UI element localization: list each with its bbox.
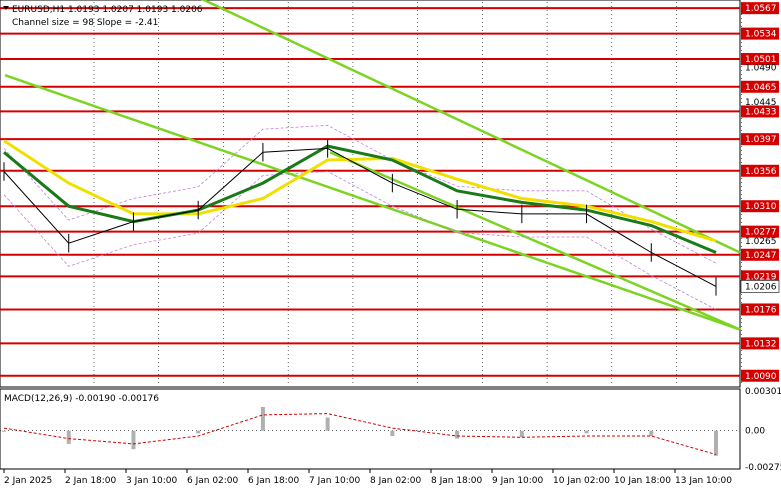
macd-bar (66, 430, 71, 444)
x-label: 6 Jan 02:00 (187, 476, 239, 486)
macd-bar (519, 430, 524, 438)
bollinger-upper (3, 124, 717, 264)
symbol-info: EURUSD,H1 1.0193 1.0207 1.0193 1.0206 (12, 5, 203, 15)
macd-tick: 0.00 (745, 427, 765, 437)
macd-panel (0, 388, 741, 470)
level-tag (741, 200, 779, 213)
level-tag (741, 337, 779, 350)
current-price-label: 1.0206 (745, 282, 777, 292)
macd-bar (584, 430, 589, 434)
channel-info: Channel size = 98 Slope = -2.41 (12, 18, 158, 28)
level-label: 1.0132 (745, 339, 777, 349)
x-label: 7 Jan 10:00 (309, 476, 361, 486)
macd-bar (390, 430, 395, 436)
macd-bar (714, 430, 718, 456)
current-price-tag (740, 280, 780, 293)
macd-axis: 0.00301 0.00 -0.00275 (745, 387, 781, 473)
level-label: 1.0433 (745, 107, 777, 117)
price-line (3, 147, 717, 287)
bollinger-lower (3, 171, 717, 310)
channel-middle (4, 74, 741, 331)
macd-bar (455, 430, 460, 439)
level-tag (741, 225, 779, 238)
level-label: 1.0090 (745, 372, 777, 382)
level-tag (741, 270, 779, 283)
level-label: 1.0310 (745, 202, 777, 212)
ma-slow-line (3, 139, 717, 243)
level-tag (741, 53, 779, 66)
level-tag (741, 133, 779, 146)
price-tick: 1.0490 (745, 64, 777, 74)
level-tag (741, 369, 779, 382)
x-label: 2 Jan 2025 (4, 476, 52, 486)
channel-upper (201, 0, 741, 254)
level-label: 1.0356 (745, 167, 777, 177)
x-label: 8 Jan 18:00 (431, 476, 483, 486)
level-tag (741, 105, 779, 118)
level-label: 1.0176 (745, 305, 777, 315)
time-axis: 2 Jan 2025 2 Jan 18:00 3 Jan 10:00 6 Jan 02… (3, 469, 732, 486)
level-tag (741, 248, 779, 261)
channel-lower (329, 151, 741, 331)
level-label: 1.0277 (745, 228, 777, 238)
level-label: 1.0501 (745, 55, 777, 65)
dropdown-triangle-icon[interactable] (3, 6, 9, 10)
macd-tick: 0.00301 (745, 387, 781, 397)
level-label: 1.0219 (745, 272, 777, 282)
price-tick: 1.0445 (745, 98, 777, 108)
level-label: 1.0397 (745, 135, 777, 145)
x-label: 13 Jan 10:00 (675, 476, 732, 486)
macd-bar (196, 430, 201, 434)
x-label: 6 Jan 18:00 (248, 476, 300, 486)
level-tag (741, 303, 779, 316)
macd-label: MACD(12,26,9) -0.00190 -0.00176 (4, 394, 159, 404)
level-label: 1.0247 (745, 251, 777, 261)
price-tick: 1.0265 (745, 237, 777, 247)
price-channel (4, 0, 741, 331)
x-label: 2 Jan 18:00 (65, 476, 117, 486)
ma-fast-line (3, 144, 717, 254)
x-label: 8 Jan 02:00 (370, 476, 422, 486)
level-tag (741, 164, 779, 177)
level-label: 1.0567 (745, 4, 777, 14)
macd-bar (325, 417, 330, 431)
bollinger-bands (3, 124, 717, 310)
x-label: 3 Jan 10:00 (126, 476, 178, 486)
level-label: 1.0534 (745, 30, 777, 40)
x-label: 10 Jan 02:00 (553, 476, 610, 486)
macd-bar (2, 430, 6, 432)
price-bars (3, 139, 717, 296)
price-axis: 1.0567 1.0534 1.0501 1.0465 1.0433 1.0397 1.03… (740, 2, 780, 382)
level-tag (741, 80, 779, 93)
macd-bar (260, 406, 265, 431)
macd-bar (131, 430, 136, 450)
x-label: 9 Jan 10:00 (492, 476, 544, 486)
macd-tick: -0.00275 (745, 463, 781, 473)
level-label: 1.0465 (745, 83, 777, 93)
x-label: 10 Jan 18:00 (614, 476, 671, 486)
level-tag (741, 27, 779, 40)
macd-bar (649, 430, 654, 436)
macd-signal-line (3, 413, 717, 455)
level-tag (741, 2, 779, 15)
macd-histogram (2, 406, 718, 456)
moving-averages (3, 139, 717, 254)
